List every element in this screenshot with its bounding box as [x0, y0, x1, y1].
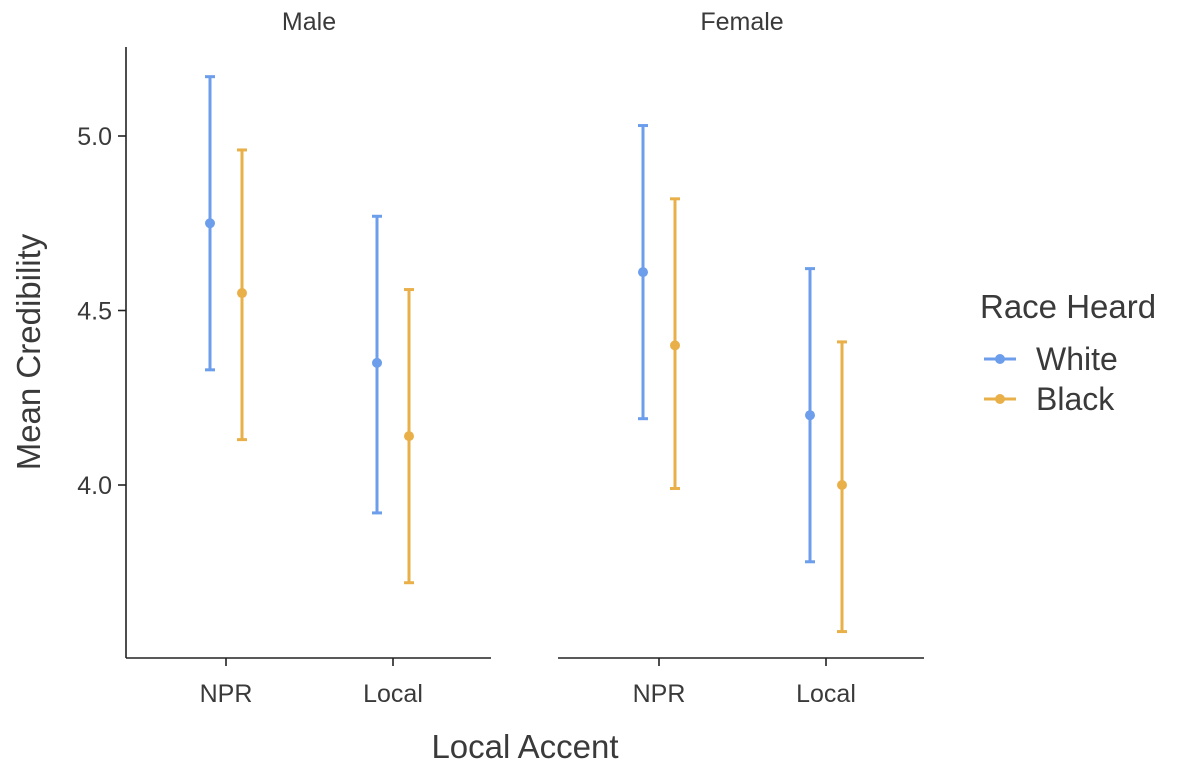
x-tick-label: NPR — [633, 680, 686, 708]
x-tick-label: Local — [796, 680, 856, 708]
y-tick-label: 4.5 — [77, 298, 112, 326]
legend-label: White — [1036, 341, 1118, 377]
legend-title: Race Heard — [980, 288, 1156, 325]
legend-entries: White Black — [984, 341, 1118, 417]
series-white — [205, 75, 382, 515]
y-tick-label: 5.0 — [77, 123, 112, 151]
mean-point — [205, 218, 215, 229]
mean-point — [670, 340, 680, 351]
legend-label: Black — [1036, 381, 1115, 417]
legend-key-point — [995, 394, 1005, 404]
mean-point — [837, 480, 847, 490]
panel-female: Female NPR Local — [558, 8, 924, 708]
legend-entry-black: Black — [984, 381, 1115, 417]
x-tick-label: NPR — [200, 680, 253, 708]
mean-point — [237, 288, 247, 299]
legend-key-point — [995, 354, 1005, 364]
x-axis-label: Local Accent — [431, 728, 618, 761]
mean-point — [805, 410, 815, 421]
mean-point — [372, 357, 382, 368]
panel-male: Male NPR Local — [126, 8, 491, 708]
series-black — [237, 148, 414, 585]
panel-title: Male — [282, 8, 336, 36]
panels-layer: Male NPR Local Female NPR Local — [126, 8, 924, 708]
legend-entry-white: White — [984, 341, 1118, 377]
series-white — [638, 124, 815, 564]
y-tick-label: 4.0 — [77, 472, 112, 500]
legend: Race Heard White Black — [980, 288, 1156, 417]
x-tick-label: Local — [363, 680, 423, 708]
panel-title: Female — [700, 8, 783, 36]
series-black — [670, 197, 847, 634]
y-ticks: 4.0 4.5 5.0 — [77, 123, 126, 500]
y-axis-label: Mean Credibility — [10, 233, 47, 470]
mean-point — [638, 267, 648, 278]
mean-point — [404, 431, 414, 442]
